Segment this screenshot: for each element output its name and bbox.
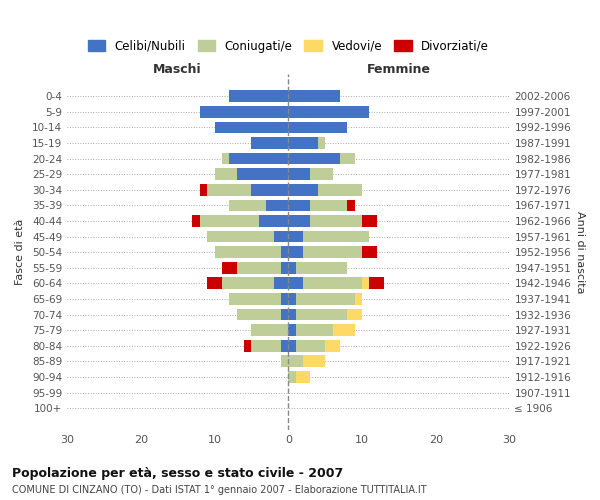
Bar bbox=[288, 137, 318, 149]
Bar bbox=[222, 152, 229, 164]
Bar bbox=[288, 106, 370, 118]
Bar bbox=[200, 184, 207, 196]
Bar bbox=[236, 308, 281, 320]
Bar bbox=[347, 308, 362, 320]
Text: Maschi: Maschi bbox=[154, 63, 202, 76]
Bar bbox=[288, 356, 303, 367]
Bar bbox=[274, 278, 288, 289]
Bar bbox=[288, 122, 347, 133]
Bar bbox=[296, 371, 310, 383]
Bar bbox=[215, 122, 288, 133]
Bar bbox=[251, 324, 288, 336]
Bar bbox=[340, 152, 355, 164]
Bar bbox=[222, 278, 274, 289]
Bar bbox=[288, 184, 318, 196]
Bar bbox=[288, 293, 296, 305]
Bar bbox=[362, 278, 370, 289]
Bar bbox=[281, 246, 288, 258]
Bar bbox=[288, 371, 296, 383]
Bar bbox=[296, 308, 347, 320]
Bar bbox=[355, 293, 362, 305]
Bar bbox=[288, 262, 296, 274]
Bar bbox=[325, 340, 340, 351]
Bar bbox=[296, 324, 332, 336]
Bar bbox=[200, 106, 288, 118]
Bar bbox=[229, 293, 281, 305]
Bar bbox=[288, 308, 296, 320]
Bar bbox=[288, 324, 296, 336]
Bar bbox=[215, 168, 236, 180]
Bar bbox=[303, 356, 325, 367]
Bar bbox=[281, 308, 288, 320]
Legend: Celibi/Nubili, Coniugati/e, Vedovi/e, Divorziati/e: Celibi/Nubili, Coniugati/e, Vedovi/e, Di… bbox=[82, 34, 495, 58]
Bar bbox=[207, 184, 251, 196]
Bar bbox=[303, 230, 370, 242]
Bar bbox=[296, 262, 347, 274]
Bar bbox=[362, 246, 377, 258]
Bar bbox=[296, 340, 325, 351]
Bar bbox=[288, 168, 310, 180]
Bar bbox=[288, 278, 303, 289]
Bar bbox=[347, 200, 355, 211]
Bar bbox=[266, 200, 288, 211]
Bar bbox=[215, 246, 281, 258]
Bar bbox=[229, 90, 288, 102]
Bar bbox=[259, 215, 288, 227]
Bar bbox=[288, 200, 310, 211]
Bar bbox=[288, 215, 310, 227]
Y-axis label: Anni di nascita: Anni di nascita bbox=[575, 211, 585, 294]
Bar bbox=[207, 230, 274, 242]
Bar bbox=[281, 262, 288, 274]
Bar bbox=[274, 230, 288, 242]
Y-axis label: Fasce di età: Fasce di età bbox=[15, 219, 25, 286]
Text: Popolazione per età, sesso e stato civile - 2007: Popolazione per età, sesso e stato civil… bbox=[12, 467, 343, 480]
Bar bbox=[281, 356, 288, 367]
Bar bbox=[288, 246, 303, 258]
Bar bbox=[207, 278, 222, 289]
Bar bbox=[288, 152, 340, 164]
Bar bbox=[200, 215, 259, 227]
Text: Femmine: Femmine bbox=[367, 63, 431, 76]
Bar bbox=[281, 340, 288, 351]
Bar bbox=[236, 262, 281, 274]
Bar bbox=[281, 293, 288, 305]
Text: COMUNE DI CINZANO (TO) - Dati ISTAT 1° gennaio 2007 - Elaborazione TUTTITALIA.IT: COMUNE DI CINZANO (TO) - Dati ISTAT 1° g… bbox=[12, 485, 427, 495]
Bar bbox=[318, 137, 325, 149]
Bar bbox=[310, 200, 347, 211]
Bar bbox=[229, 200, 266, 211]
Bar bbox=[193, 215, 200, 227]
Bar bbox=[310, 168, 332, 180]
Bar bbox=[303, 246, 362, 258]
Bar bbox=[288, 230, 303, 242]
Bar bbox=[362, 215, 377, 227]
Bar bbox=[288, 90, 340, 102]
Bar bbox=[303, 278, 362, 289]
Bar bbox=[296, 293, 355, 305]
Bar bbox=[251, 340, 281, 351]
Bar bbox=[229, 152, 288, 164]
Bar bbox=[236, 168, 288, 180]
Bar bbox=[251, 137, 288, 149]
Bar bbox=[332, 324, 355, 336]
Bar bbox=[318, 184, 362, 196]
Bar bbox=[244, 340, 251, 351]
Bar bbox=[251, 184, 288, 196]
Bar bbox=[222, 262, 236, 274]
Bar bbox=[310, 215, 362, 227]
Bar bbox=[288, 340, 296, 351]
Bar bbox=[370, 278, 384, 289]
